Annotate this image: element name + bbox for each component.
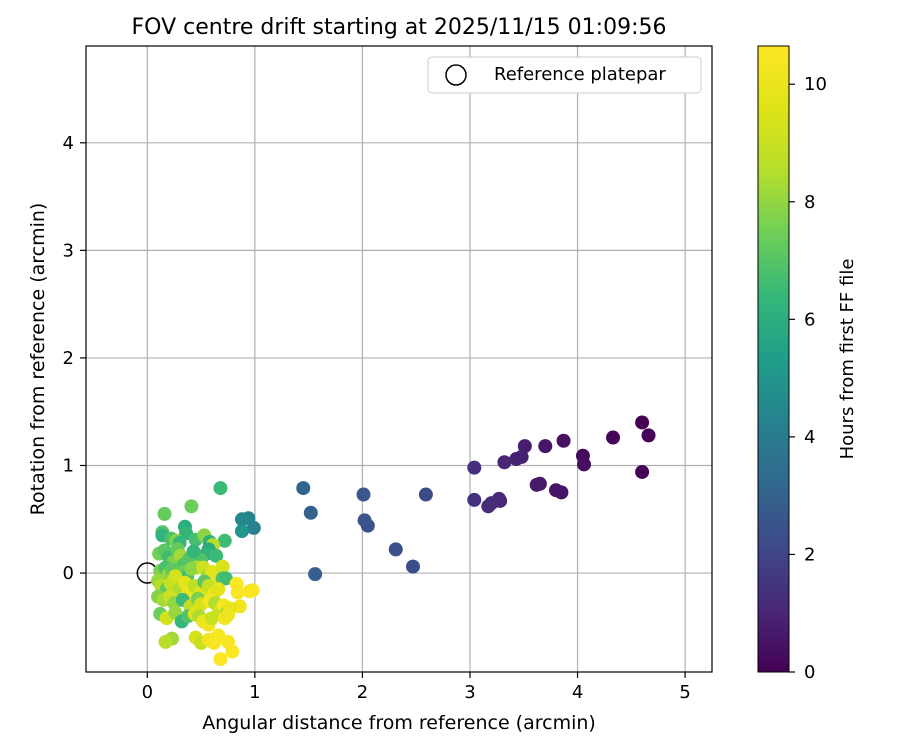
data-point bbox=[303, 505, 318, 520]
colorbar-tick-label: 6 bbox=[804, 309, 815, 330]
plot-frame bbox=[85, 45, 713, 673]
data-point bbox=[554, 485, 569, 500]
colorbar bbox=[757, 45, 790, 673]
data-point bbox=[158, 634, 173, 649]
data-point bbox=[641, 428, 656, 443]
y-tick-label: 1 bbox=[63, 455, 74, 476]
data-point bbox=[538, 439, 553, 454]
legend: Reference platepar bbox=[427, 56, 702, 94]
data-point bbox=[184, 499, 199, 514]
x-tick-label: 3 bbox=[464, 682, 475, 703]
data-point bbox=[234, 524, 249, 539]
data-point bbox=[230, 585, 245, 600]
data-point bbox=[213, 652, 228, 667]
y-tick-label: 2 bbox=[63, 348, 74, 369]
data-point bbox=[529, 477, 544, 492]
data-point bbox=[467, 492, 482, 507]
y-tick-label: 0 bbox=[63, 563, 74, 584]
colorbar-tick-label: 8 bbox=[804, 192, 815, 213]
data-point bbox=[213, 481, 228, 496]
data-point bbox=[157, 506, 172, 521]
data-point bbox=[388, 542, 403, 557]
data-point bbox=[308, 567, 323, 582]
data-point bbox=[245, 583, 260, 598]
data-point bbox=[357, 513, 372, 528]
chart-title: FOV centre drift starting at 2025/11/15 … bbox=[132, 15, 667, 40]
data-point bbox=[186, 544, 201, 559]
data-point bbox=[556, 433, 571, 448]
data-point bbox=[577, 457, 592, 472]
data-point bbox=[517, 439, 532, 454]
y-tick-label: 3 bbox=[63, 240, 74, 261]
legend-box bbox=[427, 56, 702, 94]
data-point bbox=[209, 548, 224, 563]
x-tick-label: 1 bbox=[249, 682, 260, 703]
x-tick-label: 4 bbox=[572, 682, 583, 703]
x-tick-label: 2 bbox=[357, 682, 368, 703]
colorbar-label: Hours from first FF file bbox=[837, 259, 858, 460]
data-point bbox=[405, 559, 420, 574]
data-point bbox=[635, 464, 650, 479]
data-point bbox=[467, 460, 482, 475]
data-point bbox=[220, 607, 235, 622]
y-axis-ticks: 0 1 2 3 4 bbox=[63, 133, 86, 584]
colorbar-tick-label: 4 bbox=[804, 427, 815, 448]
data-point bbox=[418, 487, 433, 502]
data-point bbox=[606, 430, 621, 445]
data-point bbox=[215, 559, 230, 574]
y-tick-label: 4 bbox=[63, 133, 74, 154]
x-axis-label: Angular distance from reference (arcmin) bbox=[202, 712, 596, 734]
x-axis-ticks: 0 1 2 3 4 5 bbox=[142, 672, 691, 703]
data-point bbox=[296, 481, 311, 496]
legend-label: Reference platepar bbox=[494, 64, 666, 85]
colorbar-tick-label: 0 bbox=[804, 662, 815, 683]
colorbar-tick-label: 10 bbox=[804, 74, 827, 95]
data-point bbox=[497, 455, 512, 470]
x-tick-label: 5 bbox=[679, 682, 690, 703]
colorbar-tick-label: 2 bbox=[804, 544, 815, 565]
data-point bbox=[218, 571, 233, 586]
y-axis-label: Rotation from reference (arcmin) bbox=[27, 203, 49, 516]
data-point bbox=[635, 415, 650, 430]
data-point bbox=[356, 487, 371, 502]
data-point bbox=[225, 644, 240, 659]
data-point bbox=[234, 512, 249, 527]
data-point bbox=[481, 499, 496, 514]
data-points bbox=[151, 415, 656, 667]
data-point bbox=[184, 561, 199, 576]
data-point bbox=[204, 611, 219, 626]
data-point bbox=[211, 582, 226, 597]
data-point bbox=[217, 533, 232, 548]
x-tick-label: 0 bbox=[142, 682, 153, 703]
legend-marker-circle-icon bbox=[445, 64, 467, 86]
colorbar-ticks: 0 2 4 6 8 10 bbox=[789, 74, 827, 683]
data-point bbox=[509, 452, 524, 467]
